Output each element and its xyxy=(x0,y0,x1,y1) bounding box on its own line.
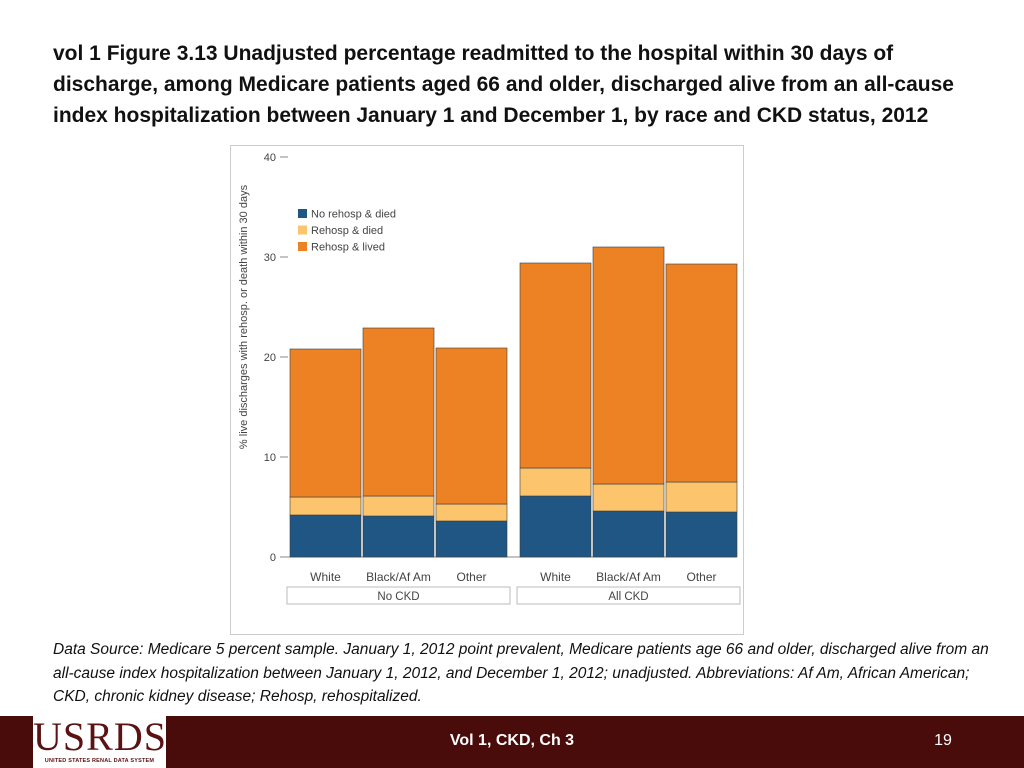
bar-rehosp-died-1-1 xyxy=(592,483,665,512)
stacked-bar-chart: 0 10 20 30 40 % live discharges with rehosp. … xyxy=(230,145,744,635)
group-box-0 xyxy=(286,586,511,605)
y-axis-label: % live discharges with rehosp. or death … xyxy=(238,184,250,449)
bar-no-rehosp-died-0-2 xyxy=(435,520,508,558)
legend-swatch-rehosp-lived xyxy=(298,242,307,251)
bar-rehosp-lived-1-1 xyxy=(592,246,665,485)
bar-rehosp-lived-0-1 xyxy=(362,327,435,497)
x-tick-label-0-0: White xyxy=(310,570,341,584)
y-tick-label-0: 0 xyxy=(270,552,276,564)
bar-rehosp-lived-0-0 xyxy=(289,348,362,498)
group-label-0: No CKD xyxy=(377,591,419,603)
legend-swatch-no-rehosp-died xyxy=(298,209,307,218)
x-tick-label-1-2: Other xyxy=(686,570,716,584)
bar-no-rehosp-died-1-1 xyxy=(592,510,665,558)
bar-rehosp-died-0-1 xyxy=(362,495,435,517)
chart-container: 0 10 20 30 40 % live discharges with rehosp. … xyxy=(230,145,744,635)
x-tick-label-0-2: Other xyxy=(456,570,486,584)
bar-rehosp-lived-1-0 xyxy=(519,262,592,469)
slide-title: vol 1 Figure 3.13 Unadjusted percentage … xyxy=(53,42,954,127)
legend-label-rehosp-died: Rehosp & died xyxy=(311,225,383,237)
bar-no-rehosp-died-1-2 xyxy=(665,511,738,558)
legend-swatch-rehosp-died xyxy=(298,225,307,235)
footer-bar xyxy=(0,716,1024,768)
bar-rehosp-lived-1-2 xyxy=(665,263,738,483)
x-tick-label-0-1: Black/Af Am xyxy=(366,570,431,584)
bar-no-rehosp-died-0-1 xyxy=(362,515,435,558)
bar-no-rehosp-died-1-0 xyxy=(519,495,592,558)
bar-rehosp-died-1-2 xyxy=(665,481,738,513)
bar-no-rehosp-died-0-0 xyxy=(289,514,362,558)
legend-label-no-rehosp-died: No rehosp & died xyxy=(311,209,396,221)
bar-rehosp-lived-0-2 xyxy=(435,347,508,505)
group-label-1: All CKD xyxy=(608,591,648,603)
group-box-1 xyxy=(516,586,741,605)
bar-rehosp-died-1-0 xyxy=(519,467,592,497)
x-tick-label-1-0: White xyxy=(540,570,571,584)
usrds-logo: USRDS UNITED STATES RENAL DATA SYSTEM xyxy=(33,712,166,768)
logo-wordmark: USRDS xyxy=(33,714,167,759)
y-tick-label-40: 40 xyxy=(264,152,276,164)
y-tick-label-30: 30 xyxy=(264,252,276,264)
legend-label-rehosp-lived: Rehosp & lived xyxy=(311,242,385,254)
bar-rehosp-died-0-2 xyxy=(435,503,508,522)
logo-subtitle: UNITED STATES RENAL DATA SYSTEM xyxy=(44,758,155,764)
x-tick-label-1-1: Black/Af Am xyxy=(596,570,661,584)
y-tick-label-10: 10 xyxy=(264,452,276,464)
footer-chapter-label: Vol 1, CKD, Ch 3 xyxy=(449,732,575,749)
bar-rehosp-died-0-0 xyxy=(289,496,362,516)
page-number: 19 xyxy=(934,732,952,749)
y-tick-label-20: 20 xyxy=(264,352,276,364)
data-source-note: Data Source: Medicare 5 percent sample. … xyxy=(53,641,989,705)
